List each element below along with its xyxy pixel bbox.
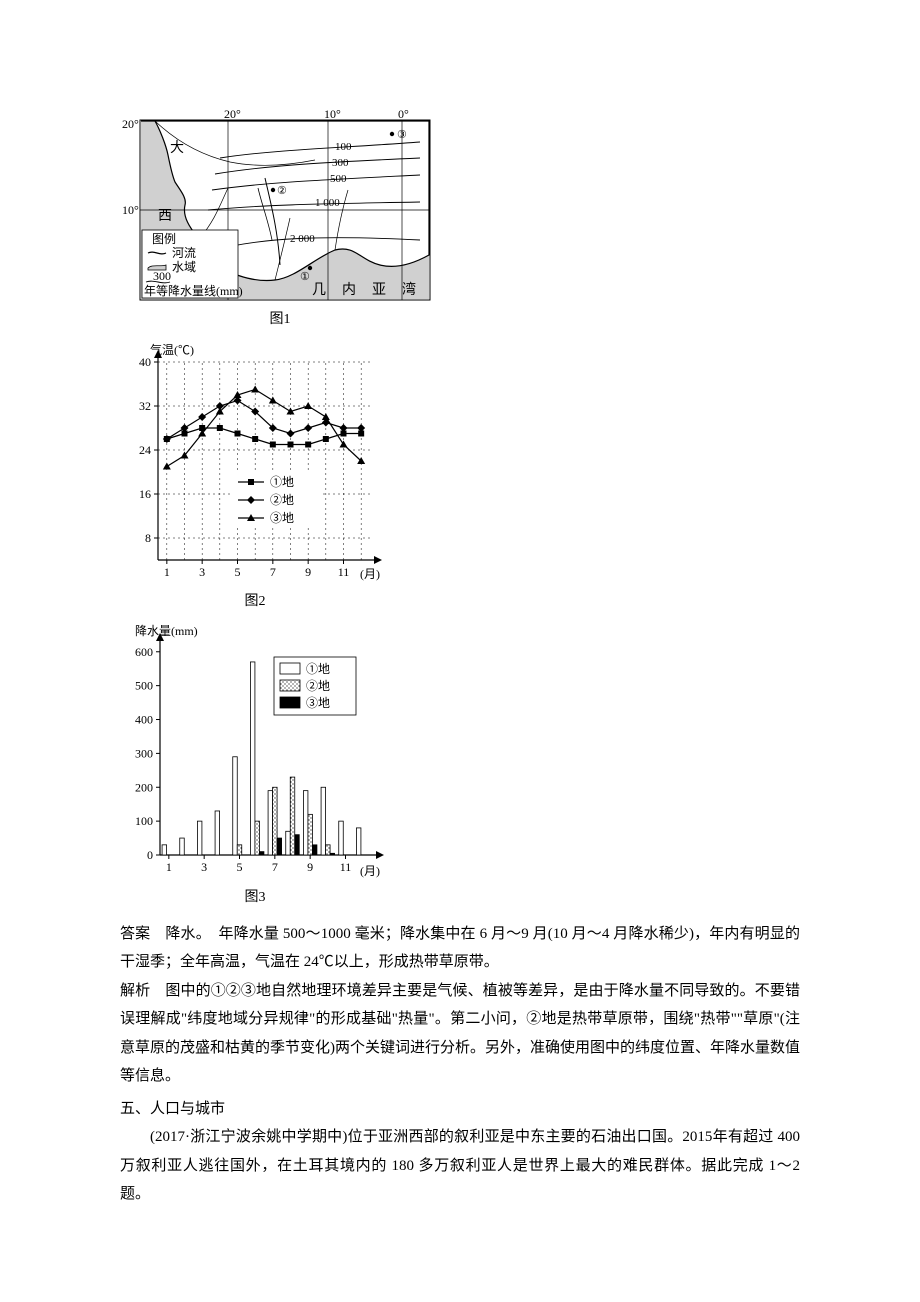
svg-text:300: 300 <box>135 747 153 761</box>
explanation-block: 解析 图中的①②③地自然地理环境差异主要是气候、植被等差异，是由于降水量不同导致… <box>120 977 800 1091</box>
svg-text:7: 7 <box>272 860 278 874</box>
svg-text:3: 3 <box>199 565 205 579</box>
gulf-label-4: 湾 <box>402 281 416 298</box>
svg-text:3: 3 <box>201 860 207 874</box>
fig2-x-label: (月) <box>360 567 380 581</box>
svg-text:9: 9 <box>307 860 313 874</box>
contour-2000: 2 000 <box>290 233 315 245</box>
point-2: ② <box>277 185 287 197</box>
lon-tick-0: 0° <box>398 110 409 121</box>
figure-1-map: 20° 10° 0° 20° 10° 100 300 500 1 000 2 0… <box>120 110 800 334</box>
figure-2-chart: 气温(℃) 8162432401357911①地②地③地 (月) 图2 <box>120 342 800 616</box>
svg-text:32: 32 <box>139 399 151 413</box>
svg-text:400: 400 <box>135 713 153 727</box>
svg-text:5: 5 <box>235 565 241 579</box>
svg-text:①地: ①地 <box>270 475 294 489</box>
figure-2-caption: 图2 <box>120 589 390 616</box>
temperature-chart-svg: 气温(℃) 8162432401357911①地②地③地 (月) <box>120 342 390 587</box>
svg-text:16: 16 <box>139 487 151 501</box>
legend-iso: 年等降水量线(mm) <box>144 284 243 298</box>
point-1: ① <box>300 271 310 283</box>
document-page: 20° 10° 0° 20° 10° 100 300 500 1 000 2 0… <box>0 0 920 1269</box>
legend-river: 河流 <box>172 246 196 260</box>
contour-1000: 1 000 <box>315 197 340 209</box>
svg-text:③地: ③地 <box>270 511 294 525</box>
lon-tick-20: 20° <box>224 110 241 121</box>
explanation-label: 解析 <box>120 983 150 999</box>
lat-tick-10: 10° <box>122 203 139 217</box>
svg-text:40: 40 <box>139 355 151 369</box>
svg-text:8: 8 <box>145 531 151 545</box>
section-5-heading: 五、人口与城市 <box>120 1095 800 1124</box>
gulf-label-2: 内 <box>342 282 356 298</box>
gulf-label-1: 几 <box>312 283 326 298</box>
lon-tick-10: 10° <box>324 110 341 121</box>
answer-block: 答案 降水。 年降水量 500～1000 毫米；降水集中在 6 月～9 月(10… <box>120 920 800 977</box>
svg-text:5: 5 <box>237 860 243 874</box>
svg-text:11: 11 <box>338 565 350 579</box>
figure-3-chart: 降水量(mm) 0 100 200 300 400 500 600 1 3 5 7 9 11 ①地 ②地 ③地… <box>120 623 800 912</box>
section-5-body: (2017·浙江宁波余姚中学期中)位于亚洲西部的叙利亚是中东主要的石油出口国。2… <box>120 1123 800 1209</box>
map-svg: 20° 10° 0° 20° 10° 100 300 500 1 000 2 0… <box>120 110 440 305</box>
explanation-text: 图中的①②③地自然地理环境差异主要是气候、植被等差异，是由于降水量不同导致的。不… <box>120 983 800 1085</box>
svg-text:③地: ③地 <box>306 696 330 710</box>
svg-text:②地: ②地 <box>306 679 330 693</box>
ocean-label-1: 大 <box>170 140 184 156</box>
contour-500: 500 <box>330 173 347 185</box>
legend-water: 水域 <box>172 260 196 274</box>
answer-text: 年降水量 500～1000 毫米；降水集中在 6 月～9 月(10 月～4 月降… <box>120 926 800 971</box>
fig3-y-label: 降水量(mm) <box>135 624 198 638</box>
svg-text:7: 7 <box>270 565 276 579</box>
svg-text:1: 1 <box>164 565 170 579</box>
svg-text:200: 200 <box>135 780 153 794</box>
svg-text:24: 24 <box>139 443 151 457</box>
gulf-label-3: 亚 <box>372 283 386 298</box>
svg-text:100: 100 <box>135 814 153 828</box>
figure-1-caption: 图1 <box>120 307 440 334</box>
legend-iso-val: 300 <box>153 269 171 283</box>
svg-text:②地: ②地 <box>270 493 294 507</box>
lat-tick-20: 20° <box>122 117 139 131</box>
svg-text:①地: ①地 <box>306 662 330 676</box>
svg-text:11: 11 <box>340 860 352 874</box>
section-5-title: 五、人口与城市 <box>120 1095 800 1124</box>
answer-label: 答案 <box>120 926 150 942</box>
svg-text:9: 9 <box>305 565 311 579</box>
svg-text:1: 1 <box>166 860 172 874</box>
section-5-source: (2017·浙江宁波余姚中学期中) <box>150 1129 347 1145</box>
point-3: ③ <box>397 129 407 141</box>
svg-text:500: 500 <box>135 679 153 693</box>
ocean-label-2: 西 <box>158 209 172 224</box>
contour-100: 100 <box>335 141 352 153</box>
fig3-x-label: (月) <box>360 864 380 878</box>
precipitation-chart-svg: 降水量(mm) 0 100 200 300 400 500 600 1 3 5 7 9 11 ①地 ②地 ③地… <box>120 623 390 883</box>
svg-text:0: 0 <box>147 848 153 862</box>
svg-text:600: 600 <box>135 645 153 659</box>
figure-3-caption: 图3 <box>120 885 390 912</box>
answer-keyword: 降水。 <box>165 926 203 942</box>
contour-300: 300 <box>332 157 349 169</box>
legend-title: 图例 <box>152 232 176 246</box>
